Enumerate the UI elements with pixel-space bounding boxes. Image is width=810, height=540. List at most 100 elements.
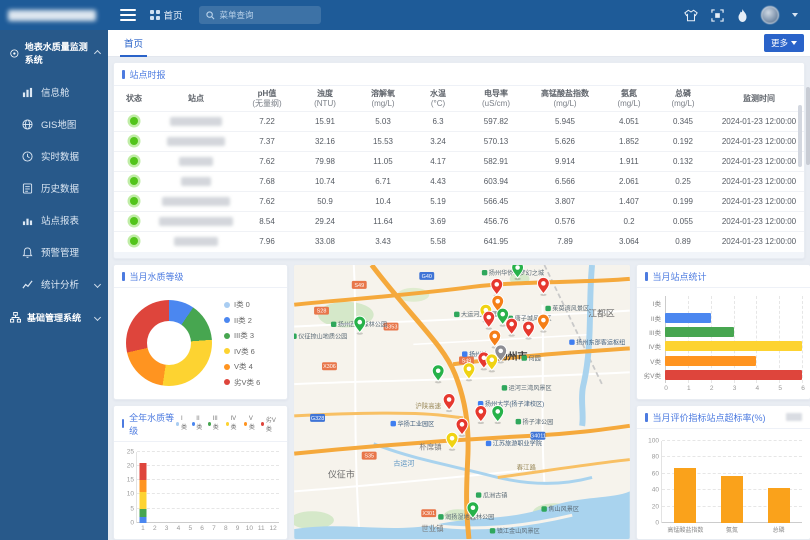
cell-value: 2024-01-23 12:00:00 — [710, 232, 805, 252]
legend-item[interactable]: 劣V类 — [261, 415, 279, 433]
svg-text:茱萸湾风景区: 茱萸湾风景区 — [552, 305, 589, 313]
legend-item[interactable]: 劣V类 6 — [224, 377, 260, 388]
flame-icon[interactable] — [737, 9, 748, 22]
cell-value: 9.914 — [528, 152, 602, 172]
donut-legend: I类 0 II类 2 III类 3 IV类 6 V类 4 劣V类 6 — [224, 299, 260, 388]
legend-item[interactable]: III类 3 — [224, 330, 260, 341]
cell-value: 1.407 — [602, 192, 656, 212]
horizontal-bar-chart[interactable]: 0123456I类II类III类IV类V类劣V类 — [665, 296, 802, 383]
fullscreen-capture-icon[interactable] — [711, 9, 724, 22]
cell-value: 7.89 — [528, 232, 602, 252]
bar-氨氮[interactable] — [721, 476, 743, 523]
cell-value: 2024-01-23 12:00:00 — [710, 172, 805, 192]
bar — [665, 341, 802, 351]
sidebar-item-站点报表[interactable]: 站点报表 — [0, 204, 108, 236]
y-tick-label: 25 — [127, 448, 134, 455]
table-row[interactable]: 7.2215.915.036.3597.825.9454.0510.345202… — [114, 112, 805, 132]
bar-高锰酸盐指数[interactable] — [674, 468, 696, 523]
table-row[interactable]: 7.6279.9811.054.17582.919.9141.9110.1322… — [114, 152, 805, 172]
sidebar-item-实时数据[interactable]: 实时数据 — [0, 140, 108, 172]
legend-item[interactable]: II类 2 — [224, 315, 260, 326]
legend-item[interactable]: V类 4 — [224, 361, 260, 372]
y-tick-label: 10 — [127, 491, 134, 498]
stats-icon — [22, 279, 33, 290]
sidebar-item-信息舱[interactable]: 信息舱 — [0, 76, 108, 108]
svg-text:华扬工业园区: 华扬工业园区 — [397, 420, 434, 428]
dashboard-content: 站点时报 状态站点pH值(无量纲)浊度(NTU)溶解氧(mg/L)水温(°C)电… — [108, 57, 810, 540]
user-avatar[interactable] — [761, 6, 779, 24]
page-scrollbar[interactable] — [806, 87, 810, 165]
cell-value: 7.96 — [238, 232, 296, 252]
status-dot-normal — [130, 157, 138, 165]
svg-text:G40: G40 — [422, 274, 432, 280]
map-label-blue: 华扬工业园区 — [391, 420, 435, 428]
vertical-bar-chart[interactable]: 020406080100高锰酸盐指数氨氮总磷 — [661, 441, 802, 524]
table-scrollbar[interactable] — [798, 105, 802, 167]
clock-icon — [22, 151, 33, 162]
legend-item[interactable]: IV类 — [226, 416, 240, 431]
x-tick-label: 2 — [153, 525, 157, 532]
legend-item[interactable]: I类 — [176, 416, 188, 431]
road-badge: G4011 — [530, 432, 546, 440]
stacked-legend: I类 II类 III类 IV类 V类劣V类 — [176, 415, 279, 433]
bar-总磷[interactable] — [768, 488, 790, 523]
cell-value: 603.94 — [464, 172, 528, 192]
sidebar-group-water-system[interactable]: 地表水质量监测系统 — [0, 30, 108, 76]
menu-search-input[interactable]: 菜单查询 — [199, 6, 321, 24]
donut-chart[interactable] — [126, 300, 212, 386]
map-label-blue: 江苏旅游职业学院 — [486, 440, 542, 448]
cell-value: 0.132 — [656, 152, 710, 172]
table-row[interactable]: 7.3732.1615.533.24570.135.6261.8520.1922… — [114, 132, 805, 152]
sidebar-group-base-system[interactable]: 基础管理系统 — [0, 300, 108, 335]
cell-value: 3.69 — [412, 212, 464, 232]
category-label: 劣V类 — [644, 370, 661, 380]
cell-value: 2.061 — [602, 172, 656, 192]
x-tick-label: 氨氮 — [726, 525, 738, 534]
panel-action-blur[interactable] — [786, 413, 802, 421]
x-tick-label: 3 — [165, 525, 169, 532]
cell-value: 50.9 — [296, 192, 354, 212]
sidebar-item-统计分析[interactable]: 统计分析 — [0, 268, 108, 300]
panel-title: 当月站点统计 — [637, 265, 810, 288]
breadcrumb[interactable]: 首页 — [150, 8, 183, 22]
sidebar-item-历史数据[interactable]: 历史数据 — [0, 172, 108, 204]
x-tick-label: 0 — [664, 385, 668, 392]
stacked-bar-month-1[interactable] — [139, 452, 146, 524]
sidebar-collapse-button[interactable] — [120, 6, 136, 24]
table-row[interactable]: 7.6810.746.714.43603.946.5662.0610.25202… — [114, 172, 805, 192]
table-row[interactable]: 7.9633.083.435.58641.957.893.0640.892024… — [114, 232, 805, 252]
legend-item[interactable]: II类 — [192, 416, 204, 431]
y-tick-label: 5 — [130, 505, 134, 512]
table-row[interactable]: 8.5429.2411.643.69456.760.5760.20.055202… — [114, 212, 805, 232]
app-logo — [0, 0, 108, 30]
theme-skin-icon[interactable] — [684, 9, 698, 22]
y-tick-label: 0 — [655, 520, 659, 527]
bar — [665, 327, 734, 337]
map-label-green: 仪征捺山地质公园 — [294, 332, 347, 340]
legend-item[interactable]: I类 0 — [224, 299, 260, 310]
x-tick-label: 11 — [258, 525, 265, 532]
legend-dot — [224, 317, 230, 323]
dashboard-icon — [22, 87, 33, 98]
stacked-bar-chart[interactable]: 0510152025123456789101112 — [136, 452, 279, 524]
cell-value: 11.64 — [354, 212, 412, 232]
tab-home[interactable]: 首页 — [120, 30, 147, 57]
user-menu-chevron-down-icon[interactable] — [792, 13, 798, 17]
cell-value: 6.3 — [412, 112, 464, 132]
sidebar-item-预警管理[interactable]: 预警管理 — [0, 236, 108, 268]
tab-bar: 首页 更多 — [108, 30, 810, 57]
report-icon — [22, 215, 33, 226]
svg-text:X301: X301 — [422, 511, 435, 517]
legend-dot — [224, 333, 230, 339]
table-row[interactable]: 7.6250.910.45.19566.453.8071.4070.199202… — [114, 192, 805, 212]
map-panel[interactable]: S49G40S28S353X306S49G328S35G4011X301 扬州市… — [293, 264, 631, 540]
legend-item[interactable]: III类 — [208, 416, 222, 431]
legend-item[interactable]: IV类 6 — [224, 346, 260, 357]
more-button[interactable]: 更多 — [764, 34, 804, 52]
legend-item[interactable]: V类 — [244, 416, 257, 431]
sidebar-item-GIS地图[interactable]: GIS地图 — [0, 108, 108, 140]
bar-segment — [139, 509, 146, 518]
city-map[interactable]: S49G40S28S353X306S49G328S35G4011X301 扬州市… — [294, 265, 630, 539]
road-badge: S35 — [362, 452, 377, 460]
map-label-town: 朴席镇 — [419, 442, 442, 452]
